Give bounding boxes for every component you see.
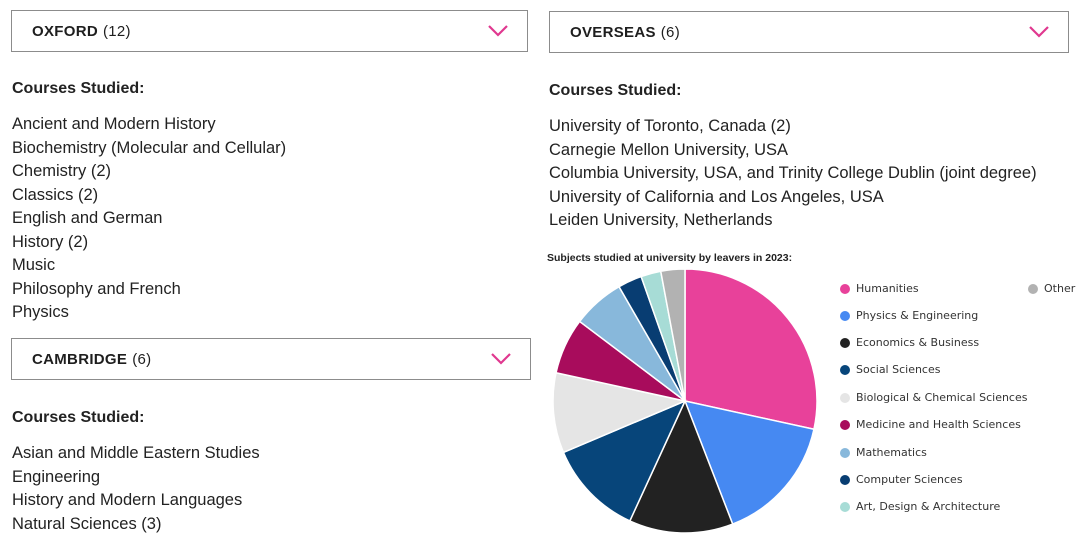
chevron-down-icon[interactable]: [490, 352, 512, 366]
overseas-count: (6): [660, 23, 680, 41]
legend-label: Social Sciences: [856, 363, 941, 376]
list-item: Classics (2): [12, 185, 99, 204]
chevron-down-icon[interactable]: [1028, 25, 1050, 39]
legend-label: Computer Sciences: [856, 473, 963, 486]
cambridge-count: (6): [132, 350, 152, 368]
legend-item-humanities: Humanities: [840, 282, 919, 295]
pie-slice-other: [659, 268, 686, 402]
oxford-courses-heading: Courses Studied:: [12, 80, 145, 97]
legend-label: Physics & Engineering: [856, 309, 979, 322]
legend-swatch: [840, 364, 850, 375]
list-item: University of Toronto, Canada (2): [549, 117, 791, 135]
pie-slice-biological-chemical-sciences: [552, 371, 688, 454]
overseas-accordion-header[interactable]: OVERSEAS (6): [549, 11, 1069, 53]
oxford-title: OXFORD: [32, 22, 98, 40]
legend-swatch: [840, 501, 850, 512]
list-item: Chemistry (2): [12, 162, 112, 180]
overseas-courses-heading: Courses Studied:: [549, 82, 682, 99]
pie-slice-economics-business: [628, 399, 734, 534]
pie-slice-humanities: [684, 268, 818, 431]
oxford-accordion-header[interactable]: OXFORD (12): [11, 10, 528, 52]
legend-swatch: [840, 447, 850, 458]
overseas-course-list: University of Toronto, Canada (2) Carneg…: [549, 115, 1037, 233]
legend-item-other: Other: [1028, 282, 1075, 295]
list-item: Biochemistry (Molecular and Cellular): [12, 138, 287, 157]
list-item: Asian and Middle Eastern Studies: [12, 444, 260, 462]
list-item: Philosophy and French: [12, 279, 181, 298]
legend-item-art-design-architecture: Art, Design & Architecture: [840, 500, 1000, 513]
legend-item-social-sciences: Social Sciences: [840, 363, 940, 376]
legend-swatch: [840, 419, 850, 430]
legend-item-medicine-health: Medicine and Health Sciences: [840, 418, 1021, 431]
legend-label: Art, Design & Architecture: [856, 500, 1001, 513]
oxford-course-list: Ancient and Modern History Biochemistry …: [12, 113, 286, 325]
list-item: Engineering: [12, 467, 101, 486]
list-item: Ancient and Modern History: [12, 115, 216, 133]
legend-swatch: [840, 337, 850, 348]
list-item: Carnegie Mellon University, USA: [549, 140, 789, 159]
legend-label: Other: [1044, 282, 1076, 295]
cambridge-title: CAMBRIDGE: [32, 350, 128, 368]
list-item: Natural Sciences (3): [12, 514, 162, 533]
pie-chart: [552, 268, 818, 534]
legend-label: Biological & Chemical Sciences: [856, 391, 1028, 404]
cambridge-course-list: Asian and Middle Eastern Studies Enginee…: [12, 442, 260, 536]
legend-item-physics-engineering: Physics & Engineering: [840, 309, 978, 322]
legend-label: Mathematics: [856, 446, 927, 459]
list-item: University of California and Los Angeles…: [549, 187, 884, 206]
chevron-down-icon[interactable]: [487, 24, 509, 38]
list-item: History (2): [12, 232, 89, 251]
legend-swatch: [1028, 283, 1038, 294]
legend-swatch: [840, 474, 850, 485]
list-item: Music: [12, 256, 56, 274]
list-item: Leiden University, Netherlands: [549, 211, 773, 229]
legend-item-bio-chem-sciences: Biological & Chemical Sciences: [840, 391, 1027, 404]
cambridge-accordion-header[interactable]: CAMBRIDGE (6): [11, 338, 531, 380]
list-item: Columbia University, USA, and Trinity Co…: [549, 164, 1037, 182]
pie-slice-social-sciences: [562, 399, 687, 522]
legend-item-mathematics: Mathematics: [840, 446, 927, 459]
legend-swatch: [840, 310, 850, 321]
overseas-title: OVERSEAS: [570, 23, 656, 41]
chart-title: Subjects studied at university by leaver…: [547, 252, 793, 264]
legend-item-economics-business: Economics & Business: [840, 336, 979, 349]
legend-label: Humanities: [856, 282, 919, 295]
oxford-count: (12): [102, 22, 131, 40]
legend-label: Medicine and Health Sciences: [856, 418, 1021, 431]
legend-swatch: [840, 283, 850, 294]
list-item: English and German: [12, 209, 163, 227]
pie-slice-physics-engineering: [683, 399, 815, 526]
legend-label: Economics & Business: [856, 336, 980, 349]
list-item: History and Modern Languages: [12, 491, 243, 509]
legend-swatch: [840, 392, 850, 403]
list-item: Physics: [12, 303, 69, 321]
cambridge-courses-heading: Courses Studied:: [12, 409, 145, 426]
legend-item-computer-sciences: Computer Sciences: [840, 473, 963, 486]
